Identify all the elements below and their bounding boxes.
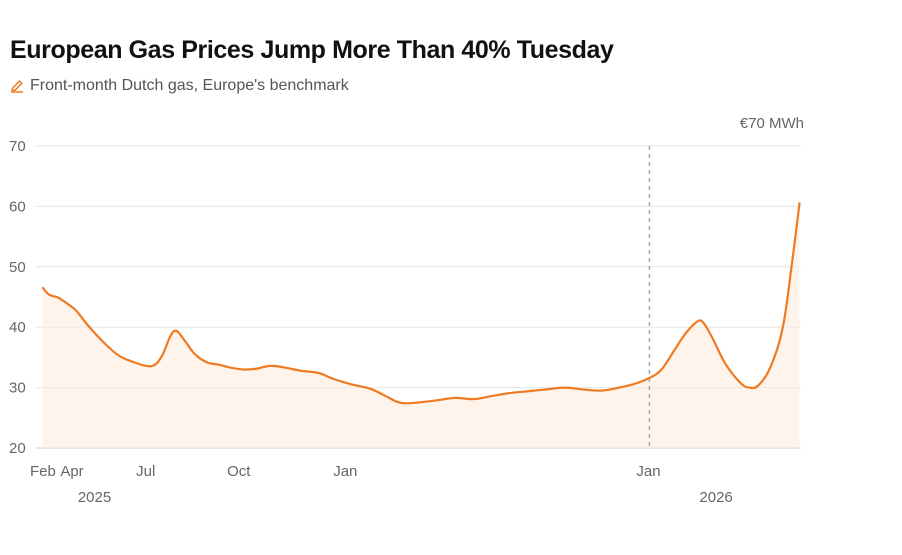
unit-annotation: €70 MWh — [740, 115, 804, 132]
y-tick-label: 70 — [9, 138, 26, 155]
y-axis-ticks: 20 30 40 50 60 70 — [9, 138, 26, 457]
x-tick-label: Feb — [30, 463, 56, 480]
y-tick-label: 20 — [9, 440, 26, 457]
year-label: 2026 — [699, 489, 732, 506]
y-tick-label: 60 — [9, 198, 26, 215]
year-labels: 2025 2026 — [78, 489, 733, 506]
x-axis-ticks: Feb Apr Jul Oct Jan Jan — [30, 463, 661, 480]
y-tick-label: 50 — [9, 259, 26, 276]
year-label: 2025 — [78, 489, 111, 506]
x-tick-label: Oct — [227, 463, 251, 480]
x-tick-label: Jul — [136, 463, 155, 480]
y-tick-label: 30 — [9, 380, 26, 397]
area-fill — [43, 203, 800, 448]
series-line — [41, 202, 801, 405]
x-tick-label: Jan — [636, 463, 660, 480]
x-tick-label: Jan — [333, 463, 357, 480]
chart-subtitle: Front-month Dutch gas, Europe's benchmar… — [10, 77, 349, 95]
x-tick-label: Apr — [60, 463, 83, 480]
pencil-icon — [11, 80, 23, 93]
chart-title: European Gas Prices Jump More Than 40% T… — [10, 36, 614, 64]
y-tick-label: 40 — [9, 319, 26, 336]
subtitle-text: Front-month Dutch gas, Europe's benchmar… — [30, 77, 349, 94]
